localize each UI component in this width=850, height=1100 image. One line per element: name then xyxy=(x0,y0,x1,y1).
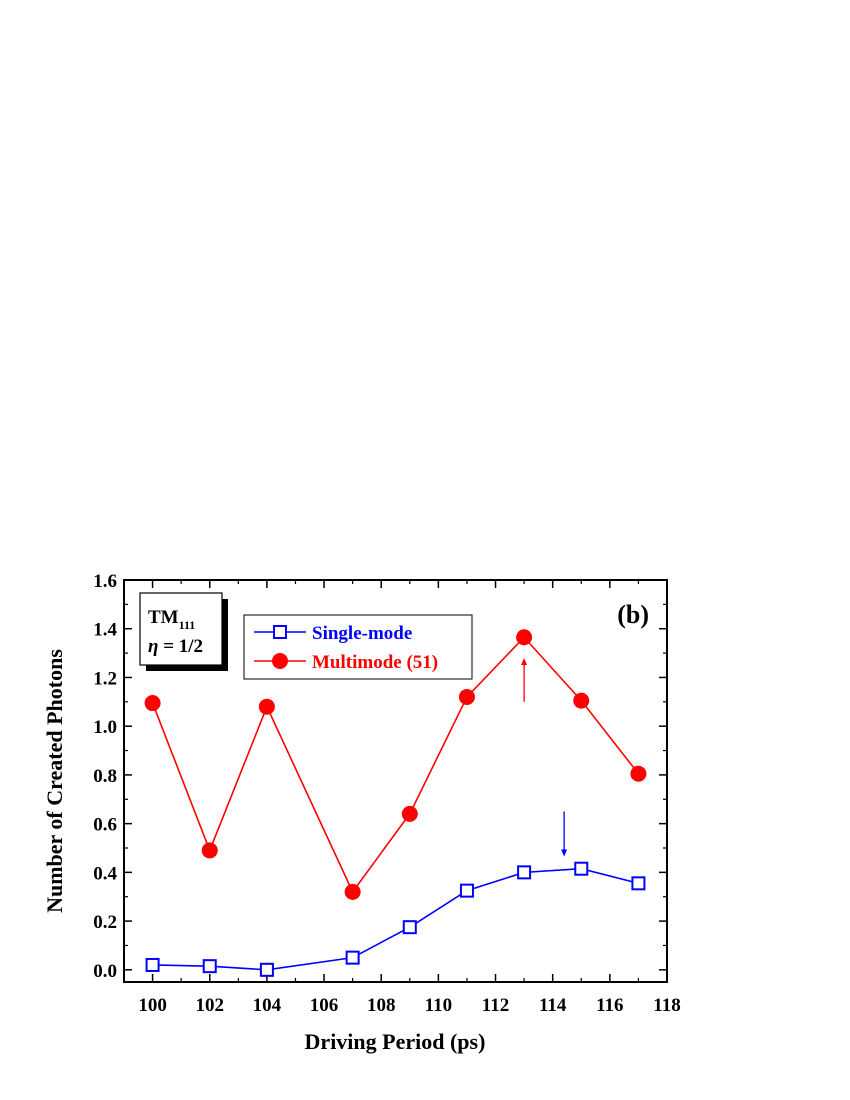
data-point-single-mode xyxy=(459,883,474,898)
mode-box-eta-value: = 1/2 xyxy=(158,636,203,657)
y-tick-label: 0.2 xyxy=(93,912,117,933)
data-point-single-mode xyxy=(574,861,589,876)
y-axis-label: Number of Created Photons xyxy=(42,649,67,913)
data-point-multimode xyxy=(516,629,533,646)
data-point-multimode xyxy=(258,698,275,715)
panel-label: (b) xyxy=(617,600,649,629)
y-tick-label: 1.4 xyxy=(93,620,117,641)
plot-frame xyxy=(123,579,668,983)
legend-label-multimode: Multimode (51) xyxy=(312,652,438,673)
y-tick-label: 0.0 xyxy=(93,961,117,982)
mode-box-line1: TM111 xyxy=(148,607,195,632)
x-tick-label: 108 xyxy=(367,995,396,1016)
y-tick-label: 0.4 xyxy=(93,863,117,884)
x-tick-label: 118 xyxy=(653,995,680,1016)
data-point-multimode xyxy=(344,883,361,900)
legend-label-single-mode: Single-mode xyxy=(312,623,412,644)
data-point-multimode xyxy=(401,805,418,822)
mode-box-tm-subscript: 111 xyxy=(179,618,196,632)
y-tick-label: 0.6 xyxy=(93,815,117,836)
data-point-single-mode xyxy=(145,957,160,972)
ticks xyxy=(124,579,668,982)
series-layer xyxy=(144,629,647,977)
data-point-multimode xyxy=(458,688,475,705)
mode-box: TM111 η = 1/2 xyxy=(139,592,228,671)
arrow-head xyxy=(521,657,528,665)
data-point-multimode xyxy=(573,692,590,709)
series-line-single-mode xyxy=(152,867,639,971)
legend-marker-single-mode xyxy=(273,625,287,639)
x-tick-label: 100 xyxy=(138,995,167,1016)
arrow-head xyxy=(561,849,568,857)
data-point-single-mode xyxy=(402,920,417,935)
x-tick-label: 104 xyxy=(253,995,282,1016)
x-tick-label: 102 xyxy=(195,995,224,1016)
tick-labels: 100 102 104 106 108 110 112 114 116 118 0.0 0.2 0.4 0… xyxy=(93,571,680,1016)
x-tick-label: 106 xyxy=(310,995,339,1016)
mode-box-eta: η xyxy=(148,636,158,657)
data-point-multimode xyxy=(201,842,218,859)
data-point-single-mode xyxy=(202,959,217,974)
x-tick-label: 110 xyxy=(425,995,452,1016)
annotation-layer xyxy=(521,657,568,857)
legend: Single-mode Multimode (51) xyxy=(243,614,473,680)
data-point-single-mode xyxy=(631,876,646,891)
data-point-multimode xyxy=(630,765,647,782)
y-tick-label: 1.6 xyxy=(93,571,117,592)
x-tick-label: 114 xyxy=(539,995,567,1016)
mode-box-line2: η = 1/2 xyxy=(148,636,203,657)
y-tick-label: 1.2 xyxy=(93,668,117,689)
y-tick-label: 0.8 xyxy=(93,766,117,787)
annotation-arrow-up xyxy=(521,657,528,702)
annotation-arrow-down xyxy=(561,811,568,857)
data-point-single-mode xyxy=(517,865,532,880)
x-axis-label: Driving Period (ps) xyxy=(305,1029,486,1054)
data-point-multimode xyxy=(144,695,161,712)
x-tick-label: 112 xyxy=(482,995,509,1016)
data-point-single-mode xyxy=(345,950,360,965)
data-point-single-mode xyxy=(259,962,274,977)
mode-box-tm: TM xyxy=(148,607,179,628)
x-tick-label: 116 xyxy=(596,995,623,1016)
mode-box-frame xyxy=(139,592,223,666)
y-tick-label: 1.0 xyxy=(93,717,117,738)
legend-marker-multimode xyxy=(272,653,288,669)
